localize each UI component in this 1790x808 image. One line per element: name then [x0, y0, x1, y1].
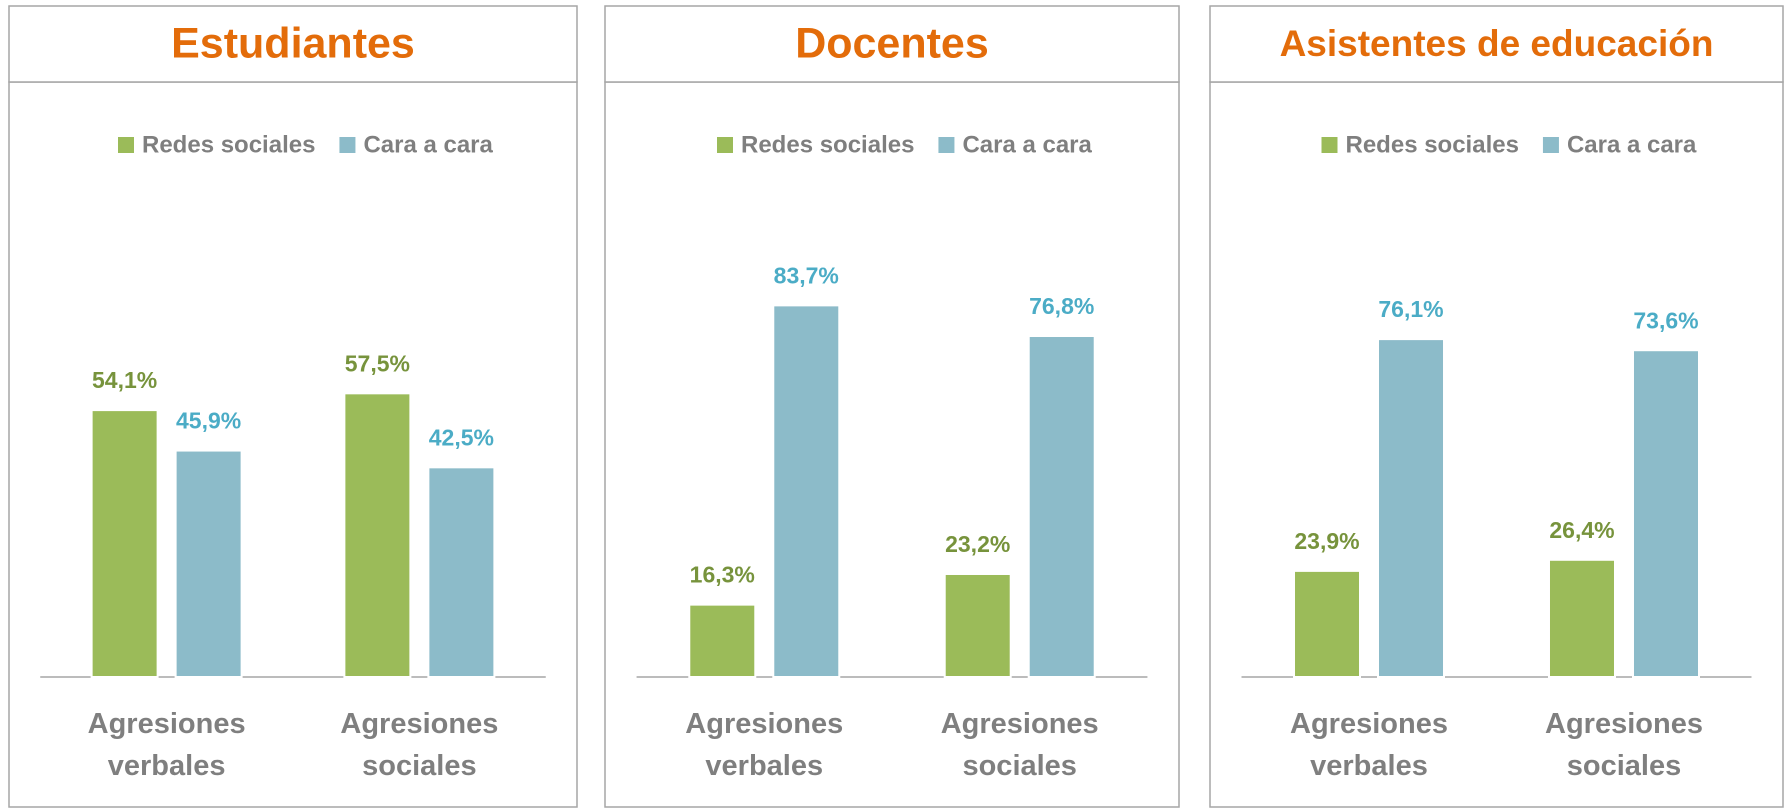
value-label: 26,4%	[1549, 517, 1614, 543]
legend-swatch	[717, 137, 733, 153]
bar	[90, 409, 159, 678]
x-tick-label: Agresiones sociales	[1545, 708, 1703, 782]
panel: Asistentes de educación Redes sociales Car…	[1209, 5, 1784, 808]
x-tick-label: Agresiones sociales	[340, 708, 498, 782]
legend-swatch	[1321, 137, 1338, 153]
bar	[1377, 338, 1446, 678]
x-tick-label: Agresiones verbales	[1290, 708, 1448, 782]
value-label: 54,1%	[92, 367, 157, 393]
value-label: 76,1%	[1378, 296, 1443, 322]
bar	[1631, 349, 1700, 678]
value-label: 83,7%	[774, 262, 839, 288]
legend-swatch	[1542, 137, 1559, 153]
bar	[343, 392, 412, 678]
x-tick-label: Agresiones sociales	[941, 708, 1099, 782]
value-label: 23,9%	[1294, 528, 1359, 554]
bar	[1027, 335, 1096, 678]
x-tick-label: Agresiones verbales	[88, 708, 246, 782]
legend-swatch	[339, 137, 356, 153]
bar	[1547, 558, 1616, 678]
value-label: 16,3%	[690, 562, 755, 588]
header-frame	[8, 5, 578, 83]
bar	[1293, 569, 1362, 678]
bar	[772, 304, 841, 678]
legend-label: Cara a cara	[1567, 131, 1697, 158]
header-frame	[604, 5, 1180, 83]
legend-label: Cara a cara	[363, 131, 493, 158]
bar	[174, 449, 243, 678]
bar	[427, 466, 496, 679]
value-label: 42,5%	[429, 424, 494, 450]
panel-title: Estudiantes	[171, 19, 415, 67]
panel: Docentes Redes sociales Cara a cara Agresio…	[604, 5, 1180, 808]
panel-title: Docentes	[795, 19, 989, 67]
value-label: 73,6%	[1633, 307, 1698, 333]
bar	[688, 603, 757, 678]
panel: Estudiantes Redes sociales Cara a cara Agre…	[8, 5, 578, 808]
panel-title: Asistentes de educación	[1280, 23, 1714, 64]
value-label: 45,9%	[176, 408, 241, 434]
x-tick-label: Agresiones verbales	[685, 708, 843, 782]
legend-label: Redes sociales	[1346, 131, 1519, 158]
header-frame	[1209, 5, 1784, 83]
value-label: 76,8%	[1029, 293, 1094, 319]
legend-swatch	[118, 137, 134, 153]
bar	[943, 572, 1012, 679]
legend-label: Redes sociales	[741, 131, 914, 158]
legend-label: Redes sociales	[142, 131, 315, 158]
value-label: 23,2%	[945, 531, 1010, 557]
legend-swatch	[938, 137, 955, 153]
value-label: 57,5%	[345, 350, 410, 376]
legend-label: Cara a cara	[962, 131, 1092, 158]
